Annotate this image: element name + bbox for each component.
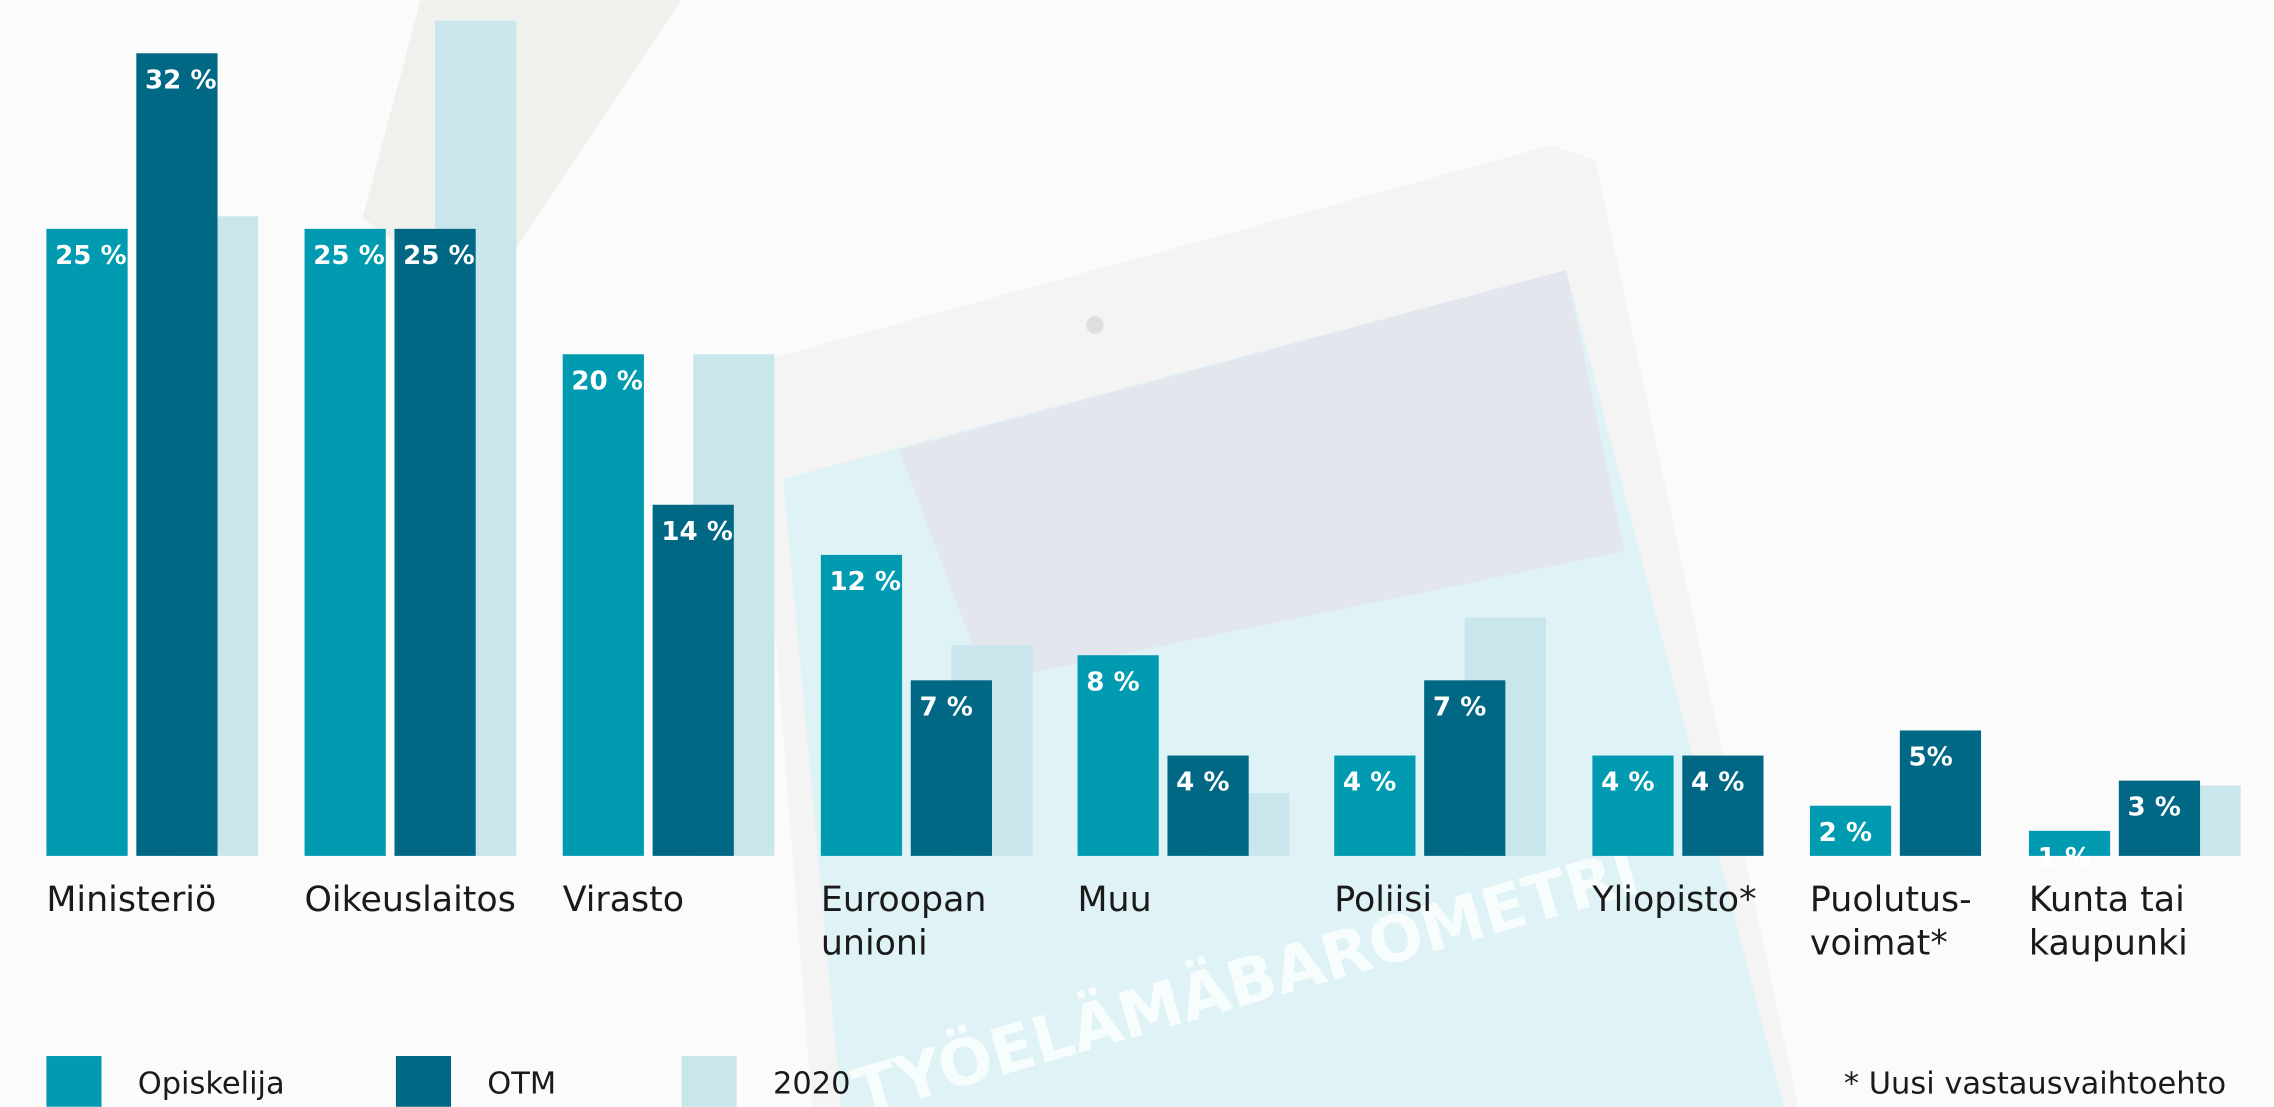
- labels: 25 % 32 % Ministeriö 25 % 25 % Oikeuslaitos 20…: [46, 65, 2187, 963]
- category-label: Kunta tai: [2029, 880, 2185, 920]
- value-label: 5%: [1909, 743, 1953, 773]
- category-label: Virasto: [563, 880, 684, 920]
- bar: [820, 554, 903, 856]
- category-label: Puolutus-: [1810, 880, 1972, 920]
- legend-label: OTM: [487, 1067, 556, 1102]
- category-label: unioni: [821, 923, 928, 963]
- value-label: 25 %: [403, 241, 475, 271]
- category-label: Muu: [1078, 880, 1152, 920]
- value-label: 20 %: [571, 366, 643, 396]
- value-label: 4 %: [1601, 768, 1654, 798]
- category-label: kaupunki: [2029, 923, 2188, 963]
- bar: [394, 228, 476, 856]
- legend: Opiskelija OTM 2020: [46, 1056, 850, 1107]
- legend-swatch: [46, 1056, 102, 1107]
- value-label: 4 %: [1343, 768, 1396, 798]
- value-label: 12 %: [830, 567, 902, 597]
- bar: [1077, 655, 1159, 856]
- category-label: voimat*: [1810, 923, 1948, 963]
- value-label: 1 %: [2038, 843, 2091, 873]
- bar: [1424, 680, 1506, 856]
- bar: [652, 504, 734, 856]
- category-label: Ministeriö: [46, 880, 216, 920]
- category-label: Euroopan: [821, 880, 987, 920]
- value-label: 14 %: [661, 517, 733, 547]
- value-label: 7 %: [1433, 692, 1486, 722]
- bar: [1682, 755, 1764, 856]
- category-label: Yliopisto*: [1591, 880, 1756, 920]
- bar: [304, 228, 386, 856]
- bar: [1167, 755, 1249, 856]
- bar: [46, 228, 128, 856]
- value-label: 2 %: [1819, 818, 1872, 848]
- bar: [1899, 730, 1982, 856]
- bar: [1334, 755, 1416, 856]
- legend-swatch: [681, 1056, 737, 1107]
- legend-swatch: [395, 1056, 452, 1107]
- value-label: 4 %: [1176, 768, 1229, 798]
- bar: [910, 680, 992, 856]
- category-label: Poliisi: [1334, 880, 1432, 920]
- value-label: 8 %: [1086, 667, 1139, 697]
- value-label: 25 %: [55, 241, 127, 271]
- legend-label: Opiskelija: [138, 1067, 285, 1102]
- value-label: 32 %: [145, 65, 217, 95]
- legend-label: 2020: [773, 1067, 850, 1102]
- bar: [136, 53, 218, 856]
- category-label: Oikeuslaitos: [305, 880, 516, 920]
- bar: [1809, 805, 1892, 856]
- bar: [562, 354, 644, 856]
- value-label: 25 %: [313, 241, 385, 271]
- footnote: * Uusi vastausvaihtoehto: [1844, 1067, 2226, 1102]
- value-label: 3 %: [2128, 793, 2181, 823]
- bar: [2028, 830, 2111, 856]
- bars: [46, 20, 2241, 856]
- bar: [2118, 780, 2201, 856]
- value-label: 7 %: [919, 692, 972, 722]
- bar: [1592, 755, 1674, 856]
- value-label: 4 %: [1691, 768, 1744, 798]
